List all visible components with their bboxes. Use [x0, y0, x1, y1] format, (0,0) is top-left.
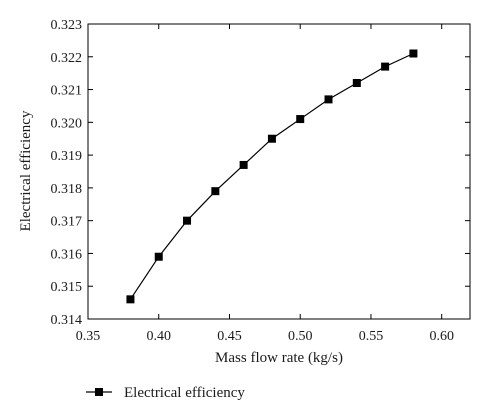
data-point-marker: [154, 252, 163, 261]
y-tick-label: 0.317: [51, 215, 83, 230]
x-tick-label: 0.45: [217, 329, 242, 344]
x-tick-label: 0.40: [146, 329, 171, 344]
x-axis-title: Mass flow rate (kg/s): [215, 350, 343, 366]
data-point-marker: [409, 49, 418, 58]
legend-marker-swatch: [95, 388, 103, 396]
data-point-marker: [381, 62, 390, 71]
y-tick-label: 0.321: [51, 84, 83, 99]
ticks-layer: [87, 23, 470, 320]
tick-labels-layer: 0.35 0.40 0.45 0.50 0.55 0.60 0.314 0.315 0.316 0…: [51, 18, 454, 344]
data-point-marker: [352, 79, 361, 87]
y-tick-label: 0.318: [51, 182, 83, 197]
x-tick-label: 0.35: [76, 329, 101, 344]
data-point-marker: [296, 115, 305, 124]
data-point-marker: [183, 216, 192, 225]
series-line: [129, 52, 414, 300]
legend-label: Electrical efficiency: [124, 385, 245, 401]
legend: Electrical efficiency: [86, 385, 245, 401]
y-tick-label: 0.314: [51, 313, 83, 328]
x-tick-label: 0.60: [429, 329, 454, 344]
plot-frame: [87, 23, 471, 320]
x-tick-label: 0.55: [359, 329, 384, 344]
data-point-marker: [211, 187, 220, 196]
series-layer: [126, 49, 418, 304]
y-tick-label: 0.315: [51, 280, 83, 295]
y-tick-label: 0.319: [51, 149, 83, 164]
y-tick-label: 0.323: [51, 18, 83, 33]
y-axis-title: Electrical efficiency: [18, 110, 34, 231]
y-tick-label: 0.316: [51, 247, 83, 262]
data-point-marker: [239, 160, 248, 169]
x-tick-label: 0.50: [288, 329, 313, 344]
y-tick-label: 0.320: [51, 116, 83, 131]
data-point-marker: [324, 95, 333, 104]
data-point-marker: [126, 295, 135, 304]
data-point-marker: [267, 134, 276, 143]
y-tick-label: 0.322: [51, 51, 83, 66]
